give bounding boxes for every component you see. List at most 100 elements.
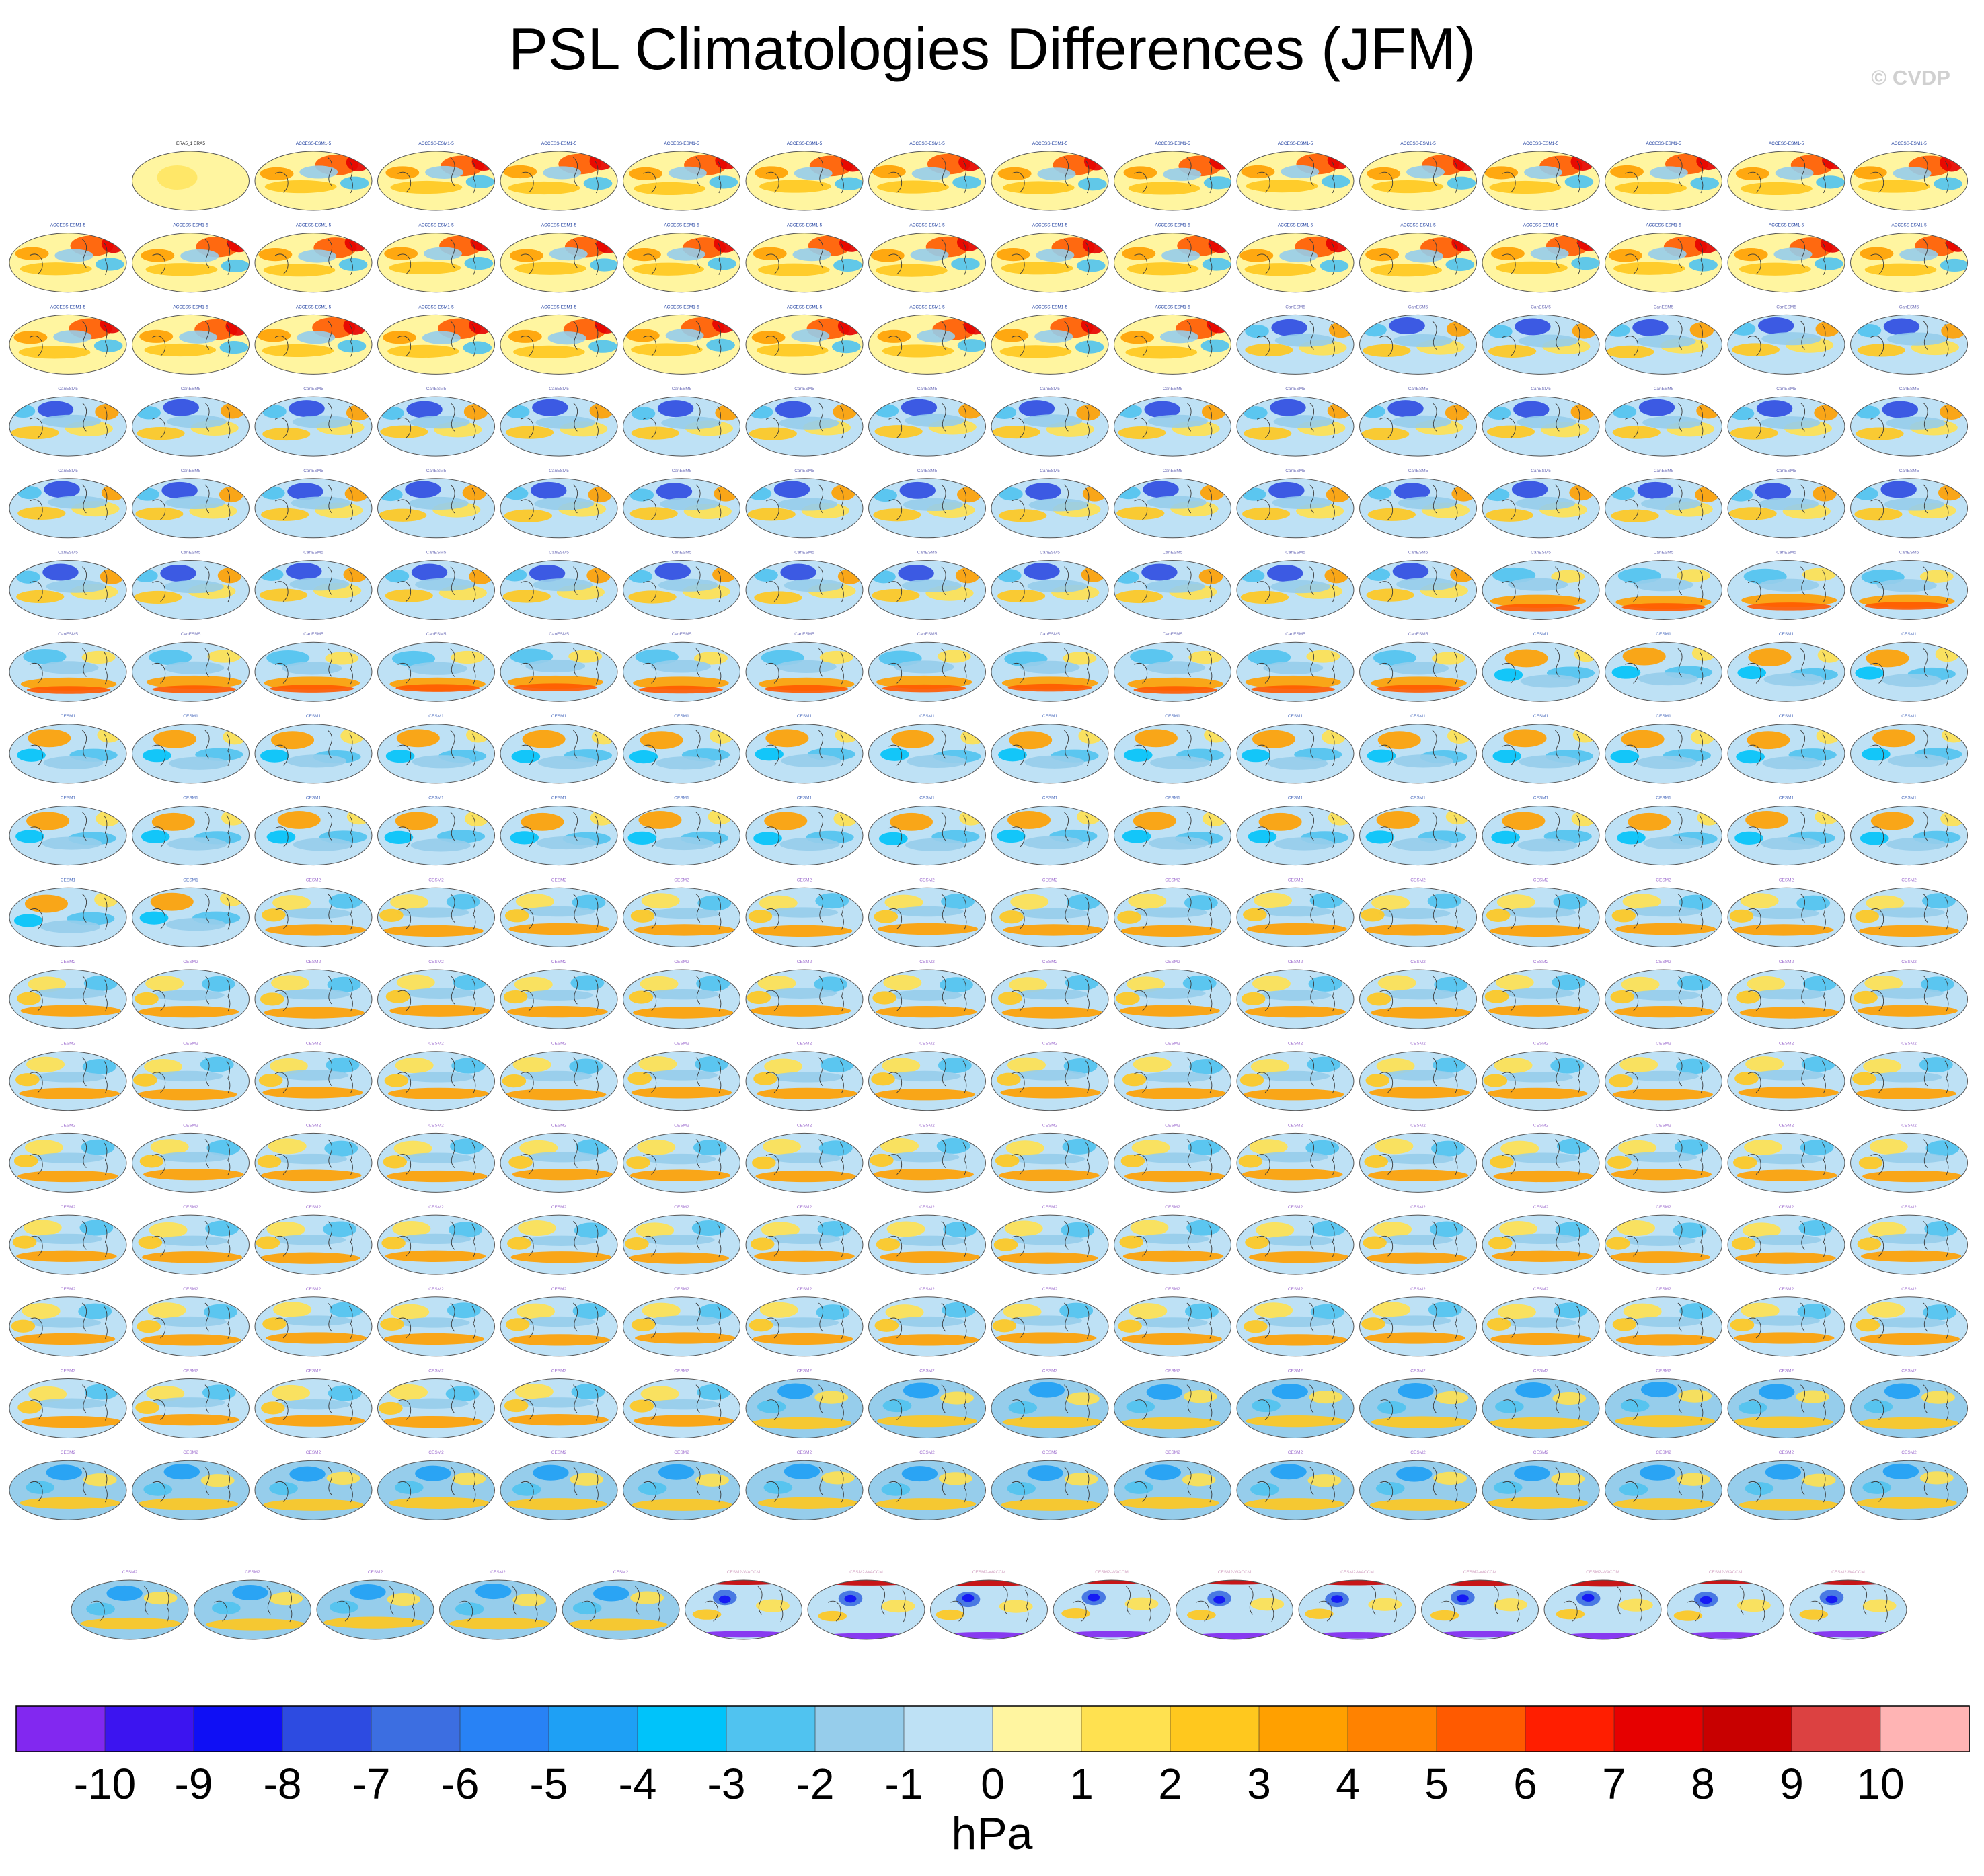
- panel-label: CESM2: [797, 1205, 812, 1210]
- map-panel: CESM2: [1605, 1042, 1722, 1111]
- cvdp-watermark: © CVDP: [1871, 66, 1950, 89]
- map-panel: CESM2: [1359, 1042, 1477, 1111]
- panel-label: CESM2: [490, 1570, 506, 1575]
- panel-label: CanESM5: [303, 632, 323, 637]
- map-panel: CESM2: [316, 1570, 434, 1640]
- panel-label: CESM2: [1042, 1287, 1058, 1292]
- panel-label: CanESM5: [1654, 305, 1674, 309]
- map-panel: CESM2: [254, 1369, 373, 1438]
- panel-label: CESM2: [183, 1287, 198, 1292]
- colorbar-box: [814, 1705, 905, 1752]
- panel-label: CanESM5: [426, 469, 447, 473]
- map-panel: CESM2: [868, 877, 986, 947]
- map-panel: CESM2: [745, 1042, 864, 1111]
- panel-label: CESM2: [1779, 1123, 1794, 1128]
- panel-label: CESM2: [1779, 960, 1794, 964]
- panel-label: CanESM5: [672, 632, 692, 637]
- map-panel: CESM2: [1114, 1042, 1231, 1111]
- panel-label: CESM2: [674, 1287, 689, 1292]
- map-panel: ACCESS-ESM1-5: [991, 223, 1109, 293]
- panel-label: CanESM5: [426, 551, 447, 555]
- panel-label: CESM2: [674, 1450, 689, 1455]
- panel-label: CanESM5: [426, 632, 447, 637]
- panel-label: CESM1: [183, 796, 198, 801]
- panel-label: CESM2: [551, 960, 567, 964]
- panel-label: CESM2: [1656, 1287, 1671, 1292]
- map-panel: CESM2: [1850, 1123, 1968, 1193]
- map-panel: CanESM5: [500, 632, 618, 702]
- map-panel: CESM2: [1605, 1123, 1722, 1193]
- panel-label: ACCESS-ESM1-5: [1032, 141, 1068, 146]
- panel-label: CESM2: [306, 1287, 321, 1292]
- map-panel: CanESM5: [132, 387, 250, 457]
- map-panel: CanESM5: [500, 387, 618, 457]
- map-panel: CESM2: [1114, 1123, 1231, 1193]
- map-panel: CESM2: [254, 1042, 373, 1111]
- panel-label: CESM2: [1533, 877, 1549, 882]
- map-panel: CanESM5: [377, 469, 495, 539]
- map-panel: CESM2: [868, 1205, 986, 1275]
- colorbar-tick-label: -2: [796, 1760, 835, 1808]
- map-panel: CESM2: [745, 877, 864, 947]
- panel-label: CESM1: [1410, 714, 1426, 719]
- colorbar-box: [459, 1705, 549, 1752]
- panel-label: CanESM5: [917, 387, 938, 391]
- colorbar-box: [1525, 1705, 1615, 1752]
- panel-label: CESM1: [428, 714, 444, 719]
- map-panel: CESM2: [623, 1205, 740, 1275]
- panel-label: CESM1: [306, 714, 321, 719]
- map-panel: CESM2: [1727, 877, 1845, 947]
- map-panel: CanESM5: [1236, 305, 1355, 375]
- map-panel: CESM2-WACCM: [1421, 1570, 1539, 1640]
- panel-label: CanESM5: [672, 387, 692, 391]
- panel-label: CanESM5: [917, 469, 938, 473]
- panel-label: CESM2: [797, 1287, 812, 1292]
- panel-label: CESM2: [797, 1450, 812, 1455]
- map-panel: CESM2: [623, 1042, 740, 1111]
- panel-label: CESM2: [1042, 1369, 1058, 1374]
- panel-label: CanESM5: [1285, 632, 1305, 637]
- map-panel: CESM2: [1850, 1450, 1968, 1520]
- map-panel: ACCESS-ESM1-5: [623, 223, 740, 293]
- colorbar-tick-label: -5: [530, 1760, 568, 1808]
- panel-label: CESM1: [1410, 796, 1426, 801]
- map-panel: CESM2: [1482, 960, 1600, 1029]
- panel-label: ACCESS-ESM1-5: [1523, 223, 1559, 228]
- map-panel: CESM2: [562, 1570, 680, 1640]
- map-panel: CanESM5: [1727, 551, 1845, 620]
- panel-label: CESM2: [306, 1450, 321, 1455]
- map-panel: CanESM5: [868, 551, 986, 620]
- panel-label: CESM2: [1533, 1123, 1549, 1128]
- map-panel: CESM2: [1359, 1123, 1477, 1193]
- map-panel: CESM2: [1236, 877, 1355, 947]
- panel-label: CESM1: [1901, 714, 1917, 719]
- colorbar-tick-label: -10: [74, 1760, 137, 1808]
- map-panel: CESM2: [132, 1450, 250, 1520]
- map-panel: CESM2: [1482, 1205, 1600, 1275]
- panel-label: CanESM5: [58, 387, 78, 391]
- panel-label: CESM2: [61, 1042, 76, 1046]
- panel-label: CESM1: [1779, 632, 1794, 637]
- panel-label: CESM2: [368, 1570, 383, 1575]
- panel-label: CESM2: [1165, 1369, 1180, 1374]
- map-panel: CanESM5: [1727, 305, 1845, 375]
- map-panel: CESM2: [1236, 1450, 1355, 1520]
- map-panel: CESM2: [991, 1369, 1109, 1438]
- map-panel: CESM1: [1236, 796, 1355, 866]
- panel-label: CanESM5: [1163, 632, 1183, 637]
- map-panel: ACCESS-ESM1-5: [500, 141, 618, 211]
- map-panel: CESM1: [1727, 796, 1845, 866]
- map-panel: CESM1: [745, 796, 864, 866]
- panel-label: CESM1: [1901, 632, 1917, 637]
- map-panel: CESM2: [745, 1369, 864, 1438]
- panel-label: CanESM5: [1163, 387, 1183, 391]
- map-panel: CESM2: [1605, 1450, 1722, 1520]
- panel-label: CESM2: [1656, 960, 1671, 964]
- panel-label: CanESM5: [1040, 551, 1060, 555]
- map-panel: CESM2-WACCM: [685, 1570, 802, 1640]
- panel-label: ACCESS-ESM1-5: [541, 305, 577, 309]
- panel-label: CanESM5: [1531, 305, 1551, 309]
- map-panel: CESM2: [1236, 1042, 1355, 1111]
- map-panel: CESM2: [868, 1450, 986, 1520]
- map-panel: CESM2: [1850, 877, 1968, 947]
